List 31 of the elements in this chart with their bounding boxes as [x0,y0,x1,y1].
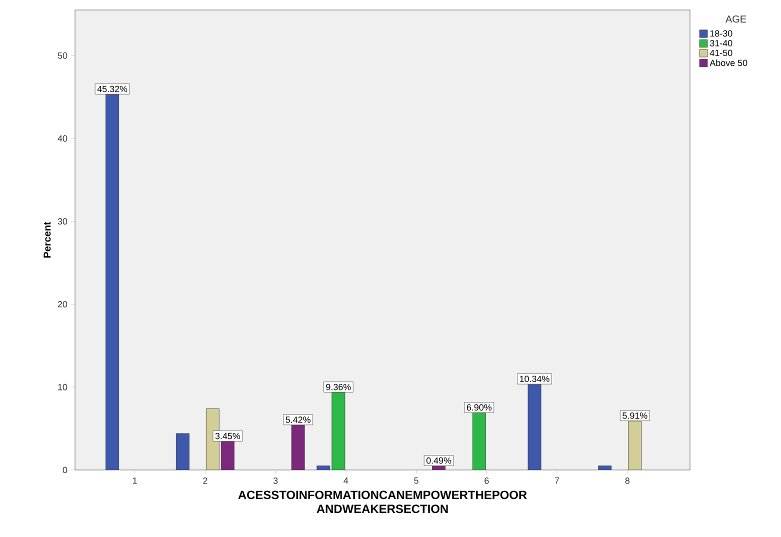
bar [176,433,190,470]
legend-label: 31-40 [710,40,732,46]
legend-label: Above 50 [710,59,748,66]
x-tick-label: 4 [344,478,348,484]
data-label: 3.45% [215,432,240,440]
data-label: 5.42% [286,416,310,423]
x-tick-label: 5 [414,478,418,484]
y-tick-label: 50 [58,52,68,59]
x-tick-label: 7 [554,478,560,484]
x-tick-label: 1 [133,478,137,484]
data-label: 9.36% [326,384,351,390]
data-label: 45.32% [97,86,128,92]
x-tick-label: 6 [484,478,489,484]
data-label: 6.90% [466,404,492,411]
legend-label: 18-30 [710,30,732,37]
legend-label: 41-50 [710,50,732,56]
y-tick-label: 10 [58,384,68,390]
bar [598,466,612,470]
data-label: 5.91% [622,412,648,419]
data-label: 10.34% [520,376,550,382]
data-label: 0.49% [426,457,452,464]
y-tick-label: 20 [58,301,68,308]
x-tick-label: 3 [273,478,278,484]
y-axis-title: Percent [44,222,51,258]
x-tick-label: 8 [625,478,630,484]
x-axis-title: ACESSTOINFORMATIONCANEMPOWERTHEPOOR ANDWEAKERSECTION [238,490,527,514]
legend-title: AGE [726,16,746,23]
y-tick-label: 0 [62,466,68,474]
y-tick-label: 30 [58,218,68,225]
y-tick-label: 40 [58,135,68,142]
x-tick-label: 2 [203,478,208,484]
